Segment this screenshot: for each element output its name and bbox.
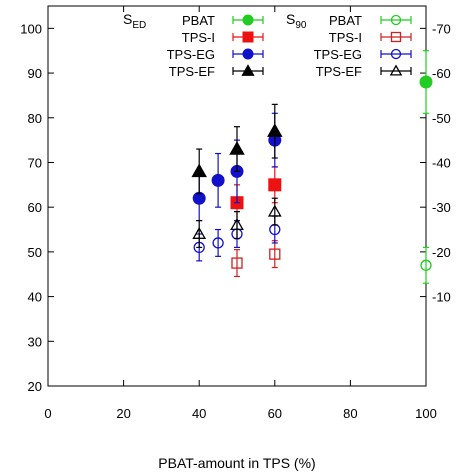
legend-title-subscript: ED: [132, 20, 146, 31]
data-point: [231, 257, 243, 269]
y-tick-label: 30: [28, 334, 42, 349]
plot-marks: [191, 50, 433, 284]
data-point: [269, 248, 281, 260]
x-tick-label: 80: [343, 406, 357, 421]
y2-tick-label: -40: [432, 155, 451, 170]
y2-tick-label: -30: [432, 200, 451, 215]
series-s_ed-tps-ef: [191, 103, 283, 195]
legend-symbol: [242, 31, 254, 43]
data-point: [229, 141, 245, 155]
y-tick-label: 60: [28, 200, 42, 215]
legend-title: S90: [286, 11, 307, 31]
legend: SED PBAT TPS-I TPS-EG TPS-EF S90 PBAT TPS-I TPS-…: [123, 11, 412, 79]
y2-tick-label: -60: [432, 66, 451, 81]
y-tick-label: 70: [28, 155, 42, 170]
y-tick-label: 100: [20, 21, 42, 36]
y-tick-label: 50: [28, 245, 42, 260]
legend-symbol: [390, 48, 402, 60]
data-point: [230, 217, 244, 231]
data-point: [192, 226, 207, 239]
series-s_90-tps-i: [231, 240, 281, 278]
x-tick-label: 40: [192, 406, 206, 421]
y2-tick-label: -20: [432, 245, 451, 260]
y-tick-label: 40: [28, 290, 42, 305]
legend-symbol: [389, 64, 403, 76]
series-s_ed-pbat: [419, 50, 433, 114]
legend-entry-label: PBAT: [182, 13, 215, 28]
legend-entry-label: TPS-EF: [316, 64, 362, 79]
x-axis-label: PBAT-amount in TPS (%): [158, 455, 315, 471]
legend-title-subscript: 90: [295, 20, 307, 31]
plot-axes: 0 20 40 60 80 1002030405060708090100-10-20-30…: [20, 5, 451, 421]
legend-entry-label: TPS-I: [329, 30, 362, 45]
data-point: [211, 173, 225, 187]
data-point: [420, 259, 432, 271]
data-point: [267, 123, 283, 137]
legend-symbol: [242, 14, 254, 26]
legend-symbol: [390, 31, 402, 43]
y2-tick-label: -70: [432, 21, 451, 36]
y2-tick-label: -10: [432, 290, 451, 305]
legend-entry-label: TPS-EG: [314, 47, 362, 62]
legend-symbol: [390, 14, 402, 26]
legend-entry-label: PBAT: [329, 13, 362, 28]
data-point: [268, 178, 282, 192]
series-s_90-pbat: [420, 246, 432, 284]
legend-symbol: [242, 48, 254, 60]
data-point: [191, 163, 207, 178]
series-s_90-tps-ef: [192, 197, 282, 249]
x-tick-label: 60: [268, 406, 282, 421]
data-point: [419, 75, 433, 89]
legend-entry-label: TPS-EF: [169, 64, 215, 79]
legend-title: SED: [123, 11, 146, 31]
y-tick-label: 20: [28, 379, 42, 394]
plot-frame: [47, 5, 427, 387]
legend-symbol: [241, 64, 255, 76]
x-tick-label: 100: [415, 406, 437, 421]
x-tick-label: 20: [116, 406, 130, 421]
legend-entry-label: TPS-EG: [167, 47, 215, 62]
legend-entry-label: TPS-I: [182, 30, 215, 45]
y-tick-label: 80: [28, 111, 42, 126]
y-tick-label: 90: [28, 66, 42, 81]
x-tick-label: 0: [44, 406, 51, 421]
data-point: [267, 204, 282, 217]
data-point: [212, 237, 224, 249]
y2-tick-label: -50: [432, 111, 451, 126]
